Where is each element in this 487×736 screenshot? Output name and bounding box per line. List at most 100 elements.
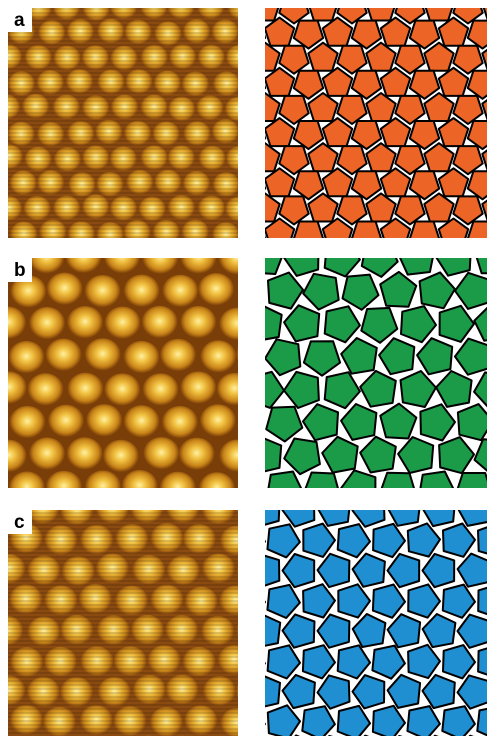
stm-molecule xyxy=(237,286,238,294)
pentagon xyxy=(409,220,440,238)
pentagon xyxy=(360,258,399,278)
pentagon xyxy=(293,220,324,238)
pentagon xyxy=(421,552,456,589)
pentagon xyxy=(336,704,371,736)
stm-molecule xyxy=(8,439,27,474)
stm-molecule xyxy=(8,371,27,406)
stm-image xyxy=(8,510,238,736)
pentagon xyxy=(265,370,285,409)
stm-molecule xyxy=(236,624,238,639)
pentagon xyxy=(350,120,383,151)
stm-molecule xyxy=(180,258,217,276)
pentagon xyxy=(408,19,441,50)
pentagon xyxy=(341,273,380,311)
pentagon xyxy=(419,470,455,488)
pentagon xyxy=(379,117,412,148)
stm-molecule xyxy=(239,122,267,148)
stm-molecule xyxy=(84,470,122,488)
pentagon xyxy=(422,510,456,528)
pentagon xyxy=(265,8,280,22)
pentagon xyxy=(482,8,487,21)
stm-molecule xyxy=(219,439,238,474)
pentagon xyxy=(340,337,378,375)
stm-molecule xyxy=(67,372,104,407)
pentagon xyxy=(292,69,325,100)
stm-molecule xyxy=(216,372,238,408)
pentagon xyxy=(454,337,487,376)
pentagon xyxy=(359,435,397,474)
stm-molecule xyxy=(85,404,123,439)
pentagon xyxy=(457,510,487,527)
pentagon xyxy=(316,613,351,649)
pentagon xyxy=(481,99,487,122)
pentagon xyxy=(266,583,301,619)
stm-molecule xyxy=(8,181,9,186)
pentagon xyxy=(281,613,316,649)
pentagon xyxy=(281,510,316,528)
pentagon xyxy=(316,552,351,589)
pentagon xyxy=(265,34,267,40)
pentagon xyxy=(265,258,283,275)
pentagon xyxy=(477,647,487,676)
pentagon xyxy=(350,19,383,50)
pentagon xyxy=(456,403,487,442)
pentagon xyxy=(267,470,303,488)
pentagon-model xyxy=(265,8,487,238)
pentagon xyxy=(397,436,435,474)
pentagon xyxy=(265,437,283,473)
stm-molecule xyxy=(9,405,46,441)
pentagon xyxy=(278,8,310,25)
pentagon xyxy=(452,94,484,125)
pentagon xyxy=(278,195,310,226)
pentagon xyxy=(421,673,456,710)
stm-molecule xyxy=(8,32,9,36)
pentagon xyxy=(441,583,476,619)
pentagon xyxy=(475,258,487,275)
pentagon xyxy=(400,305,437,344)
stm-molecule xyxy=(66,306,104,341)
pentagon-model xyxy=(265,258,487,488)
pentagon xyxy=(416,337,454,376)
stm-molecule xyxy=(123,340,160,376)
pentagon xyxy=(394,145,426,176)
pentagon xyxy=(441,705,476,736)
pentagon xyxy=(360,306,399,344)
pentagon xyxy=(437,16,470,47)
stm-molecule xyxy=(142,373,179,408)
pentagon xyxy=(281,553,316,589)
stm-molecule xyxy=(235,683,238,701)
pentagon xyxy=(456,674,487,710)
pentagon xyxy=(476,707,487,736)
pentagon xyxy=(283,437,321,476)
stm-molecule xyxy=(159,471,196,488)
stm-molecule xyxy=(28,306,66,342)
pentagon xyxy=(473,306,487,342)
pentagon xyxy=(372,522,406,559)
pentagon xyxy=(266,523,301,559)
pentagon xyxy=(265,510,281,526)
pentagon xyxy=(267,271,304,310)
stm-molecule xyxy=(46,272,83,307)
stm-molecule xyxy=(66,437,103,472)
pentagon xyxy=(321,167,354,198)
stm-molecule xyxy=(103,258,141,276)
stm-molecule xyxy=(159,338,197,373)
stm-molecule xyxy=(237,484,238,488)
pentagon xyxy=(281,673,316,710)
stm-molecule xyxy=(180,305,217,341)
pentagon xyxy=(418,271,456,310)
stm-molecule xyxy=(240,220,268,246)
pentagon xyxy=(442,522,476,558)
pentagon xyxy=(321,435,359,474)
stm-molecule xyxy=(8,340,45,376)
stm-molecule xyxy=(8,81,9,88)
pentagon xyxy=(408,120,441,151)
stm-molecule xyxy=(143,437,180,472)
pentagon xyxy=(456,472,487,488)
pentagon xyxy=(423,41,455,72)
pentagon xyxy=(378,337,416,376)
stm-molecule xyxy=(104,373,141,408)
pentagon xyxy=(283,370,320,409)
